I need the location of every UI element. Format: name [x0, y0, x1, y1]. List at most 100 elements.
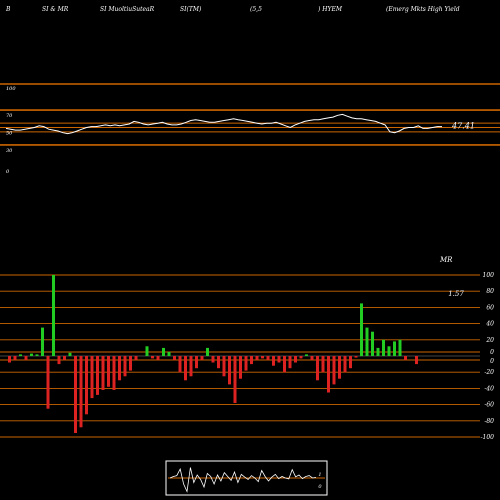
- mrsi-bar: [90, 356, 94, 399]
- mrsi-bar: [167, 351, 171, 356]
- rsi-tick-label: 50: [6, 131, 13, 137]
- rsi-tick-label: 0: [6, 169, 10, 175]
- mrsi-bar: [310, 356, 314, 361]
- mrsi-bar: [305, 354, 308, 356]
- mrsi-bar: [30, 353, 33, 356]
- mrsi-bar: [13, 356, 17, 361]
- mrsi-bar: [261, 356, 264, 359]
- mrsi-bar: [404, 356, 407, 361]
- mrsi-tick-label: -100: [481, 434, 495, 441]
- mrsi-bar: [19, 354, 22, 356]
- header-segment: B: [6, 6, 11, 13]
- mrsi-bar: [107, 356, 110, 387]
- mrsi-bar: [173, 356, 176, 361]
- mrsi-bar: [283, 356, 286, 373]
- rsi-tick-label: 70: [6, 113, 13, 119]
- header-segment: (Emerg Mkts High Yield: [386, 6, 460, 13]
- mrsi-bar: [145, 346, 149, 356]
- mrsi-bar: [211, 356, 215, 363]
- mrsi-bar: [371, 331, 374, 356]
- mrsi-bar: [123, 356, 127, 377]
- mrsi-bar: [244, 356, 248, 371]
- mrsi-bar: [415, 356, 418, 365]
- mrsi-bar: [178, 356, 182, 373]
- mrsi-bar: [57, 356, 61, 365]
- mrsi-tick-label: 0: [490, 349, 494, 356]
- mrsi-bar: [8, 356, 11, 363]
- mrsi-bar: [222, 356, 226, 377]
- header-segment: SI MuoltiuSuteaR: [100, 6, 155, 13]
- mrsi-bar: [74, 356, 77, 433]
- mrsi-bar: [118, 356, 121, 381]
- mrsi-bar: [349, 356, 352, 369]
- mrsi-bar: [250, 356, 253, 365]
- mrsi-bar: [79, 356, 83, 428]
- mrsi-bar: [365, 327, 369, 356]
- mrsi-bar: [255, 356, 259, 361]
- mrsi-bar: [96, 356, 99, 395]
- rsi-last-value-label: 47.41: [451, 122, 475, 131]
- mrsi-bar: [398, 339, 402, 356]
- mrsi-bar: [393, 341, 396, 356]
- header-segment: (5,5: [250, 6, 262, 13]
- mrsi-tick-label: -80: [484, 418, 494, 425]
- mrsi-bar: [376, 347, 380, 356]
- mrsi-bar: [327, 356, 330, 393]
- mrsi-label: MR: [439, 256, 453, 264]
- mrsi-bar: [272, 356, 275, 366]
- mrsi-bar: [112, 356, 116, 390]
- mrsi-bar: [277, 356, 281, 363]
- mrsi-bar: [41, 327, 44, 356]
- mrsi-bar: [228, 356, 231, 385]
- rsi-panel: 100 70 50 30 0 47.41: [0, 83, 500, 175]
- mrsi-tick-label: -40: [484, 385, 494, 392]
- mrsi-bar: [360, 303, 363, 357]
- header-segment: SI(TM): [180, 6, 202, 13]
- mrsi-tick-label: -20: [484, 369, 494, 376]
- mrsi-bar: [206, 347, 209, 356]
- mrsi-bar: [382, 339, 385, 356]
- rsi-tick-label: 100: [6, 86, 16, 92]
- mrsi-tick-label: 80: [486, 288, 494, 295]
- mrsi-bar: [239, 356, 242, 379]
- mini-chart-panel: 10: [165, 460, 328, 496]
- mrsi-bar: [184, 356, 187, 381]
- mrsi-bar: [217, 356, 220, 369]
- mrsi-bar: [151, 356, 154, 359]
- mrsi-bar: [343, 356, 347, 373]
- mrsi-bar: [195, 356, 198, 369]
- mrsi-tick-label: 20: [485, 337, 494, 344]
- rsi-tick-label: 30: [6, 148, 13, 154]
- header-segment: ) HYEM: [318, 6, 342, 13]
- rsi-line: [5, 113, 442, 135]
- mini-tick-label: 1: [318, 472, 321, 478]
- mrsi-bar: [387, 346, 391, 356]
- mrsi-bar: [85, 356, 88, 415]
- mrsi-bar: [288, 356, 292, 369]
- mini-tick-label: 0: [318, 484, 322, 490]
- mrsi-bar: [134, 356, 138, 361]
- mrsi-bar: [189, 356, 193, 377]
- mrsi-bar: [338, 356, 341, 379]
- mrsi-bar: [294, 356, 297, 363]
- mrsi-panel: 100 80 60 40 20 0 0 -20 -40 -60 -80 -100 MR 1.57: [0, 256, 494, 441]
- mrsi-bar: [101, 356, 105, 390]
- mrsi-tick-label: 40: [485, 321, 494, 328]
- mrsi-bar: [354, 356, 358, 358]
- mrsi-bar: [299, 356, 303, 359]
- mrsi-bar: [332, 356, 336, 385]
- mrsi-bar: [63, 356, 66, 361]
- mrsi-bar: [321, 356, 325, 373]
- mrsi-bar: [35, 354, 39, 356]
- mini-line: [169, 467, 317, 493]
- mrsi-bar: [162, 347, 165, 356]
- mrsi-bar: [129, 356, 132, 371]
- mrsi-bar: [68, 352, 72, 356]
- mrsi-reference-label: 1.57: [448, 290, 464, 298]
- mrsi-tick-label: 60: [486, 304, 494, 311]
- header-segment: SI & MR: [42, 6, 69, 13]
- mrsi-bar: [52, 275, 55, 356]
- mrsi-bar: [266, 356, 270, 361]
- mrsi-tick-label: 100: [483, 272, 495, 279]
